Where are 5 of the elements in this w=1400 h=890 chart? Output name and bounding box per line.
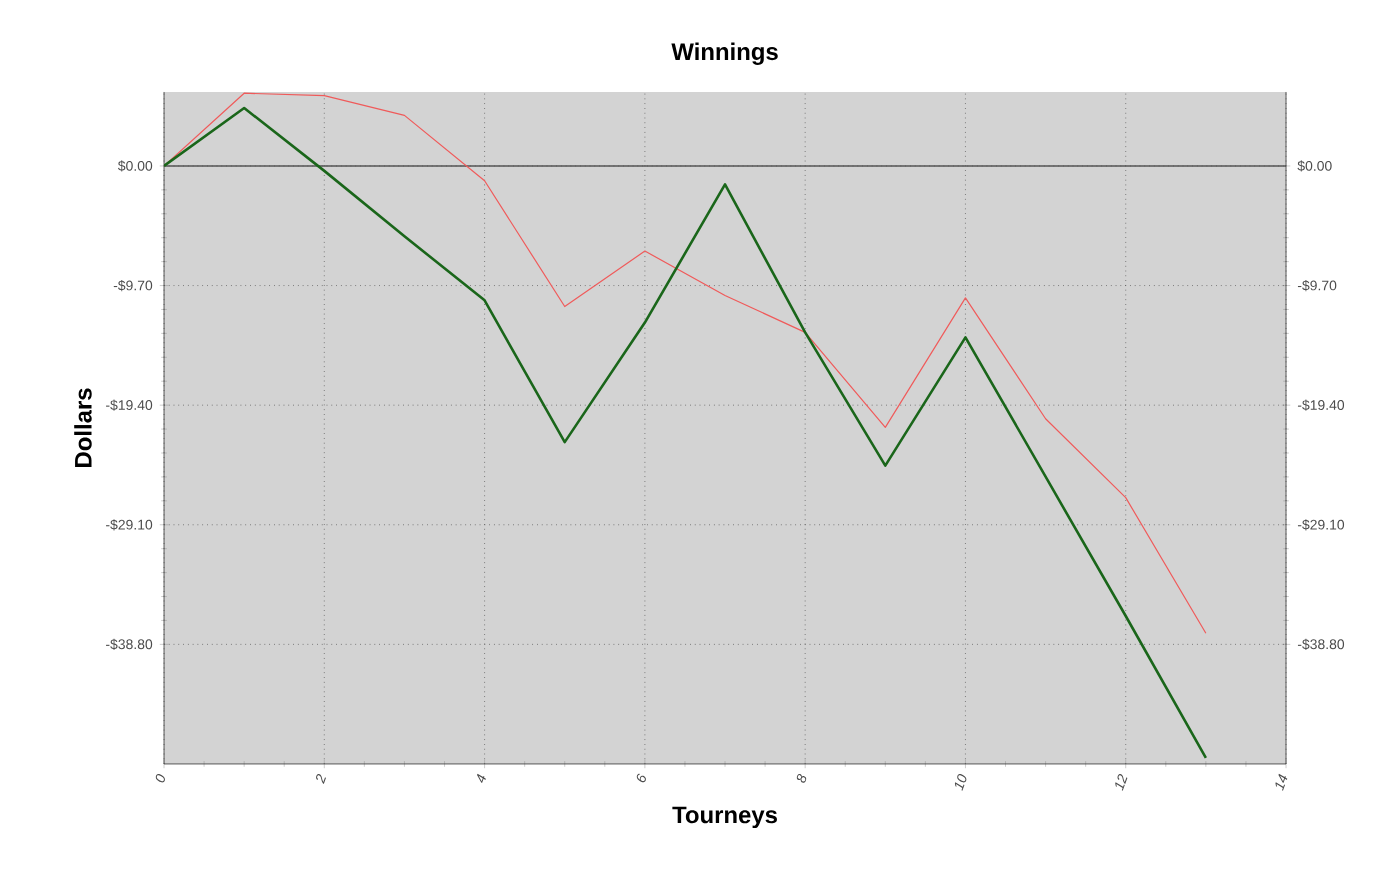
chart-title: Winnings bbox=[671, 42, 778, 65]
x-axis-title: Tourneys bbox=[672, 806, 777, 829]
line-series bbox=[164, 92, 1207, 634]
line-series bbox=[164, 106, 1208, 760]
y-axis-title: Dollars bbox=[74, 388, 92, 467]
